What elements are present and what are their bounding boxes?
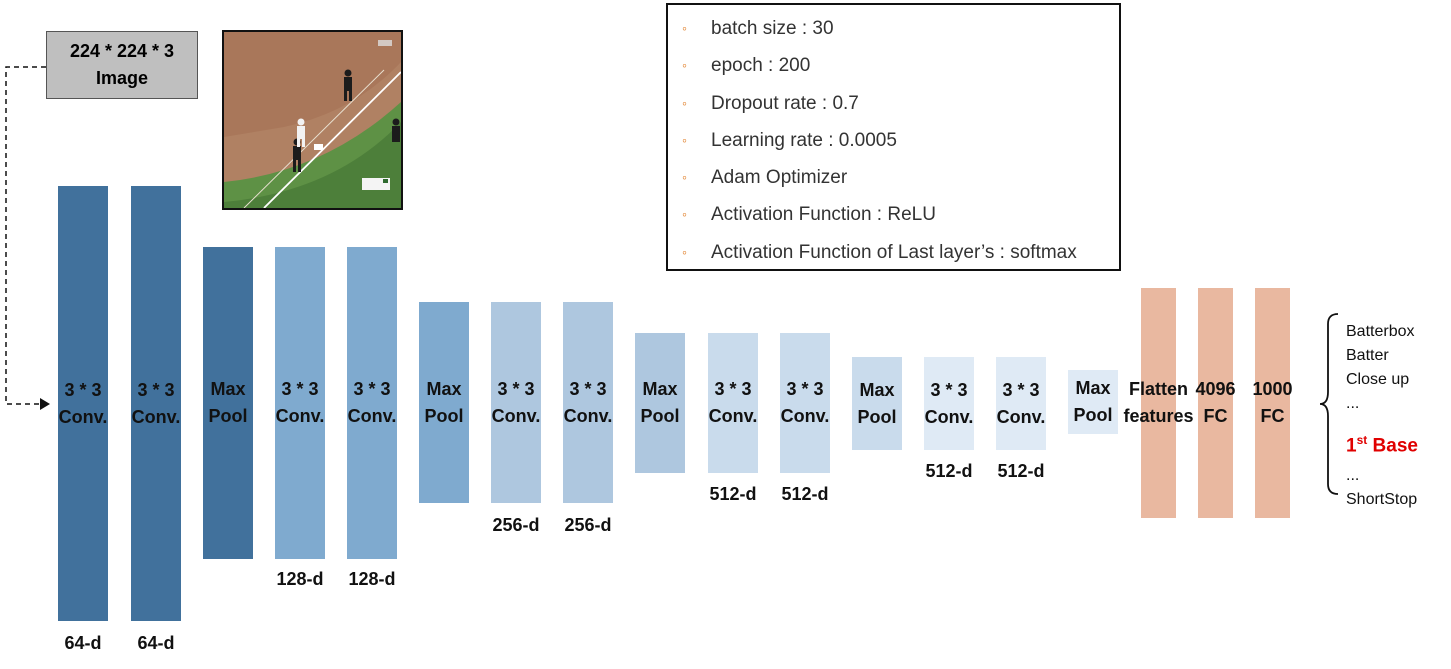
layer-conv-3a: 3 * 3 Conv. [491, 302, 541, 503]
output-class-list: Batterbox Batter Close up ... 1st Base .… [1346, 320, 1418, 512]
dim-label-conv-1a: 64-d [43, 633, 123, 654]
layer-flatten: Flatten features [1141, 288, 1176, 518]
class-item: ShortStop [1346, 488, 1418, 512]
hyperparameters-box: ◦ batch size : 30 ◦ epoch : 200 ◦ Dropout r… [666, 3, 1121, 271]
bullet-icon: ◦ [682, 122, 711, 159]
dim-label-conv-4b: 512-d [765, 484, 845, 505]
layer-conv-4b: 3 * 3 Conv. [780, 333, 830, 473]
layer-conv-1a: 3 * 3 Conv. [58, 186, 108, 621]
layer-conv-2b: 3 * 3 Conv. [347, 247, 397, 559]
output-brace [1318, 312, 1342, 496]
dim-label-conv-5b: 512-d [981, 461, 1061, 482]
input-size-label: 224 * 224 * 3 [70, 38, 174, 65]
bullet-icon: ◦ [682, 85, 711, 122]
param-optimizer: ◦ Adam Optimizer [682, 159, 1119, 196]
layer-conv-5a: 3 * 3 Conv. [924, 357, 974, 450]
class-item-ellipsis: ... [1346, 464, 1418, 488]
bullet-icon: ◦ [682, 234, 711, 271]
param-activation: ◦ Activation Function : ReLU [682, 196, 1119, 233]
dim-label-conv-3b: 256-d [548, 515, 628, 536]
layer-conv-5b: 3 * 3 Conv. [996, 357, 1046, 450]
dim-label-conv-3a: 256-d [476, 515, 556, 536]
layer-conv-1b: 3 * 3 Conv. [131, 186, 181, 621]
layer-fc-4096: 4096 FC [1198, 288, 1233, 518]
dim-label-conv-4a: 512-d [693, 484, 773, 505]
layer-maxpool-3: Max Pool [635, 333, 685, 473]
class-item: Close up [1346, 368, 1418, 392]
layer-conv-3b: 3 * 3 Conv. [563, 302, 613, 503]
layer-maxpool-4: Max Pool [852, 357, 902, 450]
input-image-label: Image [96, 65, 148, 92]
layer-maxpool-2: Max Pool [419, 302, 469, 503]
input-image-box: 224 * 224 * 3 Image [46, 31, 198, 99]
layer-maxpool-1: Max Pool [203, 247, 253, 559]
layer-conv-4a: 3 * 3 Conv. [708, 333, 758, 473]
dim-label-conv-5a: 512-d [909, 461, 989, 482]
bullet-icon: ◦ [682, 196, 711, 233]
class-item-highlighted: 1st Base [1346, 416, 1418, 464]
layer-maxpool-5: Max Pool [1068, 370, 1118, 434]
dim-label-conv-1b: 64-d [116, 633, 196, 654]
class-item: Batter [1346, 344, 1418, 368]
bullet-icon: ◦ [682, 47, 711, 84]
dim-label-conv-2b: 128-d [332, 569, 412, 590]
baseball-field-thumbnail [222, 30, 403, 210]
param-epoch: ◦ epoch : 200 [682, 47, 1119, 84]
layer-conv-2a: 3 * 3 Conv. [275, 247, 325, 559]
class-item: Batterbox [1346, 320, 1418, 344]
class-item-ellipsis: ... [1346, 392, 1418, 416]
param-batch-size: ◦ batch size : 30 [682, 10, 1119, 47]
param-last-activation: ◦ Activation Function of Last layer’s : s… [682, 234, 1119, 271]
param-dropout: ◦ Dropout rate : 0.7 [682, 85, 1119, 122]
bullet-icon: ◦ [682, 159, 711, 196]
bullet-icon: ◦ [682, 10, 711, 47]
layer-fc-1000: 1000 FC [1255, 288, 1290, 518]
param-learning-rate: ◦ Learning rate : 0.0005 [682, 122, 1119, 159]
dim-label-conv-2a: 128-d [260, 569, 340, 590]
